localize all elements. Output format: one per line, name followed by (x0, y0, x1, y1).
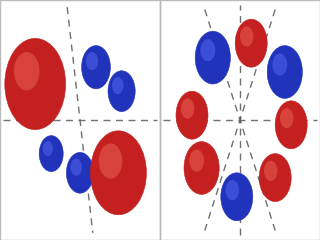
Circle shape (280, 108, 293, 128)
Circle shape (226, 180, 239, 200)
Circle shape (39, 136, 63, 172)
Circle shape (70, 158, 82, 176)
Circle shape (86, 52, 98, 70)
Circle shape (181, 98, 194, 119)
Circle shape (221, 173, 253, 221)
Circle shape (195, 31, 230, 84)
Circle shape (264, 161, 277, 181)
Circle shape (5, 38, 66, 130)
Circle shape (267, 46, 302, 98)
Circle shape (184, 142, 219, 194)
Circle shape (99, 143, 122, 179)
Circle shape (176, 91, 208, 139)
Circle shape (235, 19, 267, 67)
Circle shape (91, 131, 147, 215)
Circle shape (67, 152, 93, 193)
Circle shape (189, 150, 204, 172)
Circle shape (82, 46, 110, 89)
Circle shape (273, 54, 287, 76)
Circle shape (14, 52, 39, 90)
Circle shape (43, 141, 53, 156)
Circle shape (240, 26, 253, 47)
Circle shape (259, 154, 291, 202)
Circle shape (275, 101, 307, 149)
Circle shape (108, 71, 135, 112)
Circle shape (112, 77, 124, 94)
Circle shape (200, 39, 215, 61)
